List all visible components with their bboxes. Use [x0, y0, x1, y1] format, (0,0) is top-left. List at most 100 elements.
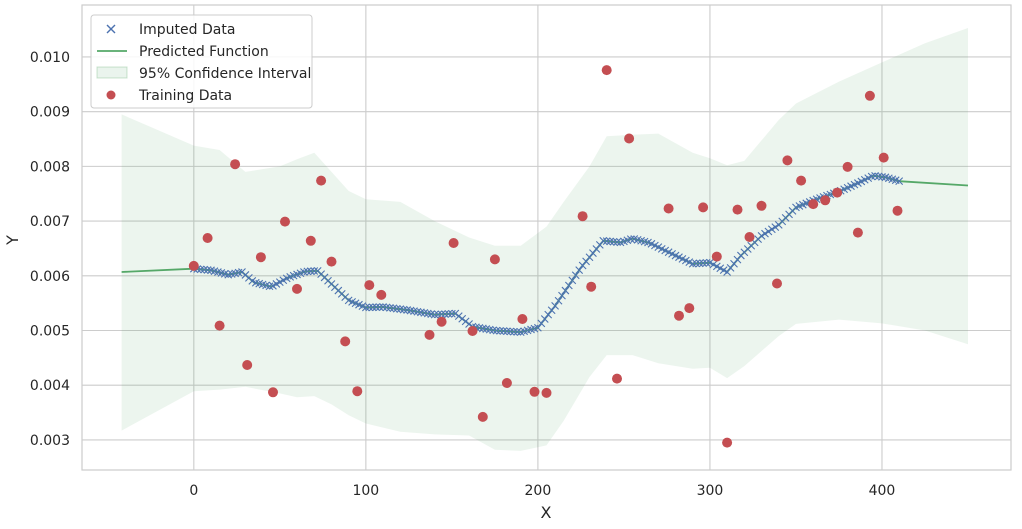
legend-marker-training-data: [106, 90, 116, 100]
x-tick-label: 100: [352, 483, 379, 499]
training-data-point: [501, 378, 512, 388]
imputed-data-point: [365, 303, 374, 312]
training-data-point: [756, 200, 767, 211]
imputed-data-point: [379, 303, 387, 311]
imputed-data-point: [558, 291, 566, 300]
training-data-point: [601, 65, 612, 76]
training-data-point: [732, 204, 743, 215]
training-data-point: [326, 256, 337, 267]
y-tick-label: 0.005: [30, 324, 70, 340]
training-data-point: [529, 386, 540, 397]
imputed-data-point: [303, 267, 312, 276]
imputed-data-point: [540, 315, 549, 323]
training-data-point: [364, 280, 375, 291]
imputed-data-point: [602, 237, 611, 245]
imputed-data-point: [375, 303, 384, 311]
confidence-interval-band: [121, 28, 969, 451]
imputed-data-point: [454, 312, 463, 321]
imputed-data-point: [368, 303, 377, 312]
imputed-data-point: [509, 327, 518, 336]
legend-marker-confidence-interval: [96, 66, 128, 79]
imputed-data-point: [613, 238, 621, 246]
training-data-point: [280, 216, 290, 227]
imputed-data-point: [626, 235, 635, 244]
training-data-point: [577, 211, 588, 222]
x-axis-label: X: [541, 503, 552, 522]
x-tick-label: 200: [525, 483, 552, 499]
training-data-point: [796, 175, 807, 186]
imputed-data-point: [547, 306, 556, 315]
training-data-point: [436, 316, 447, 327]
imputed-data-point: [551, 301, 559, 310]
training-data-point: [477, 411, 488, 422]
x-tick-label: 300: [697, 483, 724, 499]
training-data-point: [448, 238, 459, 248]
imputed-data-point: [458, 314, 467, 323]
imputed-data-point: [692, 259, 701, 268]
training-data-point: [292, 283, 302, 294]
legend-marker-imputed-data: [106, 24, 116, 34]
x-tick-label: 0: [189, 483, 198, 499]
training-data-point: [820, 195, 831, 206]
training-data-point: [214, 320, 225, 331]
training-data-point: [424, 329, 435, 340]
imputed-data-point: [761, 229, 769, 238]
imputed-data-point: [702, 258, 711, 267]
imputed-data-point: [599, 236, 608, 245]
y-axis-label: Y: [3, 235, 22, 246]
imputed-data-point: [564, 281, 573, 290]
imputed-data-point: [492, 326, 501, 335]
training-data-point: [832, 187, 843, 198]
training-data-point: [864, 90, 875, 101]
training-data-point: [842, 161, 853, 172]
legend-label-imputed-data: Imputed Data: [139, 22, 235, 38]
imputed-data-point: [764, 227, 773, 236]
imputed-data-point: [695, 259, 704, 268]
imputed-data-point: [444, 310, 453, 318]
imputed-data-point: [203, 266, 212, 274]
imputed-data-point: [771, 223, 780, 231]
imputed-data-point: [361, 303, 370, 312]
imputed-data-point: [499, 327, 508, 335]
training-data-point: [376, 289, 387, 300]
imputed-data-point: [699, 259, 707, 267]
imputed-data-point: [895, 177, 904, 186]
imputed-data-point: [372, 303, 381, 312]
imputed-data-point: [441, 310, 449, 318]
imputed-data-point: [382, 303, 391, 312]
imputed-data-point: [306, 267, 315, 276]
training-data-point: [808, 199, 819, 210]
plot-frame: [81, 4, 1012, 471]
imputed-data-point: [496, 326, 504, 335]
training-data-point: [586, 281, 597, 292]
training-data-point: [892, 205, 903, 216]
training-data-point: [340, 336, 351, 347]
imputed-data-point: [606, 237, 615, 246]
imputed-data-point: [571, 271, 580, 280]
imputed-data-point: [544, 310, 553, 319]
training-data-point: [674, 310, 684, 321]
training-data-point: [624, 133, 635, 144]
x-tick-labels: 0 100 200 300 400: [189, 483, 895, 499]
imputed-data-point: [767, 225, 776, 234]
imputed-data-point: [461, 317, 470, 326]
y-tick-label: 0.003: [30, 433, 70, 449]
imputed-data-point: [386, 303, 394, 312]
x-tick-label: 400: [869, 483, 896, 499]
training-data-point: [711, 251, 722, 262]
training-data-point: [255, 252, 266, 263]
training-data-point: [782, 155, 793, 166]
y-tick-label: 0.007: [30, 214, 70, 230]
training-data-point: [852, 227, 863, 238]
training-data-point: [772, 278, 782, 289]
imputed-data-point: [554, 296, 563, 305]
imputed-data-point: [396, 305, 405, 314]
training-data-point: [467, 326, 478, 336]
training-data-point: [722, 437, 733, 448]
legend-label-training-data: Training Data: [138, 88, 232, 104]
imputed-data-point: [447, 309, 456, 318]
imputed-data-point: [506, 327, 515, 336]
training-data-point: [878, 152, 889, 163]
training-data-point: [663, 203, 674, 214]
training-data-point: [242, 360, 253, 370]
